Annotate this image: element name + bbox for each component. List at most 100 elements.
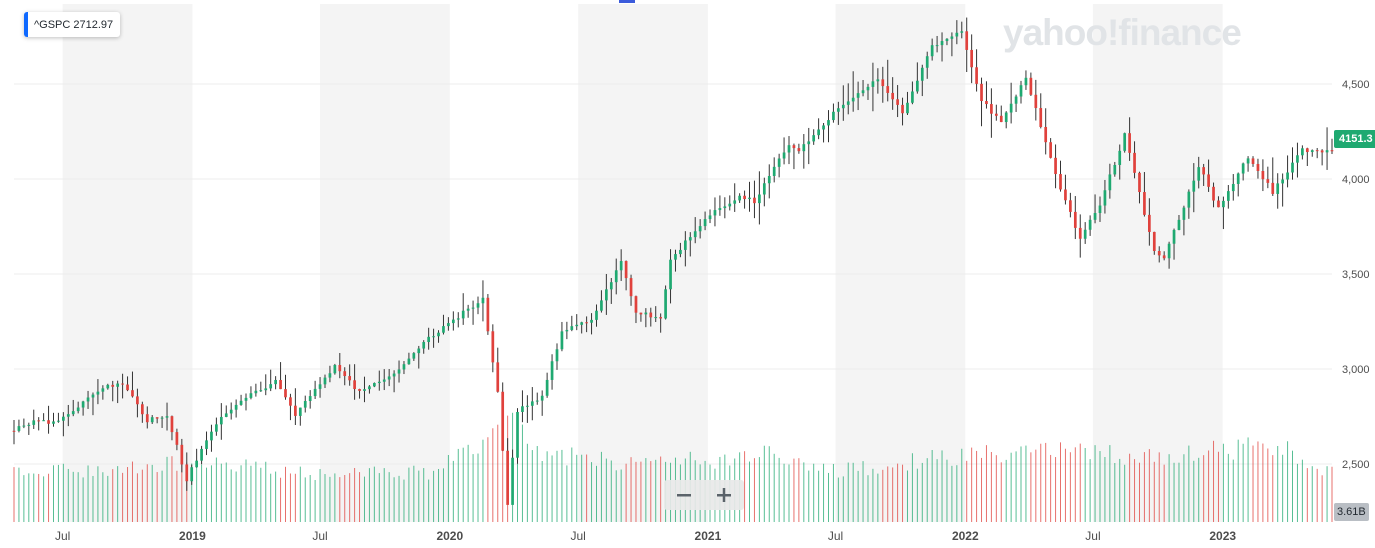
candle[interactable] [1246, 156, 1250, 172]
candle[interactable] [37, 417, 41, 431]
candle[interactable] [32, 409, 36, 430]
candle[interactable] [639, 312, 643, 322]
candle[interactable] [1034, 79, 1038, 121]
candle[interactable] [1286, 155, 1289, 188]
candle[interactable] [846, 83, 850, 115]
candle[interactable] [96, 379, 100, 405]
candle[interactable] [1315, 147, 1319, 159]
candle[interactable] [264, 374, 268, 396]
candle[interactable] [155, 417, 159, 424]
candle[interactable] [348, 364, 352, 386]
candle[interactable] [81, 400, 85, 416]
candle[interactable] [1266, 166, 1270, 189]
candle[interactable] [131, 371, 134, 398]
candle[interactable] [249, 386, 253, 400]
candle[interactable] [150, 415, 154, 424]
candle[interactable] [1261, 159, 1265, 192]
symbol-chip[interactable]: ^GSPC 2712.97 [24, 12, 121, 37]
candle[interactable] [743, 190, 746, 209]
candle[interactable] [289, 393, 292, 421]
candle[interactable] [1009, 82, 1013, 124]
candle[interactable] [136, 388, 139, 418]
candle[interactable] [22, 418, 26, 429]
candle[interactable] [1093, 194, 1097, 224]
candle[interactable] [1123, 132, 1127, 153]
candle[interactable] [382, 369, 386, 391]
candle[interactable] [121, 373, 124, 399]
candle[interactable] [66, 404, 70, 427]
candle[interactable] [422, 340, 426, 354]
candle[interactable] [476, 296, 480, 315]
candle[interactable] [1231, 174, 1235, 201]
candle[interactable] [930, 38, 934, 61]
candle[interactable] [920, 64, 924, 97]
candle[interactable] [363, 376, 366, 403]
candle[interactable] [12, 420, 16, 445]
candle[interactable] [940, 32, 944, 62]
candle[interactable] [387, 369, 391, 387]
candle[interactable] [530, 387, 534, 421]
candle[interactable] [802, 134, 806, 169]
candle[interactable] [27, 422, 31, 435]
candle[interactable] [994, 104, 998, 121]
candle[interactable] [822, 123, 825, 143]
candle[interactable] [1222, 196, 1225, 230]
candle[interactable] [437, 330, 440, 343]
candle[interactable] [1310, 149, 1314, 157]
candle[interactable] [713, 197, 717, 227]
candle[interactable] [585, 316, 588, 333]
candle[interactable] [442, 314, 445, 335]
candle[interactable] [1148, 198, 1151, 246]
candle[interactable] [1172, 228, 1176, 260]
candle[interactable] [377, 370, 381, 391]
candle[interactable] [1088, 215, 1092, 236]
candle[interactable] [160, 416, 164, 428]
candle[interactable] [62, 412, 65, 437]
zoom-out-button[interactable] [664, 480, 704, 510]
candle[interactable] [674, 249, 677, 272]
candle[interactable] [269, 369, 273, 392]
candle[interactable] [244, 393, 248, 411]
candle[interactable] [397, 360, 401, 383]
candle[interactable] [965, 17, 969, 73]
candle[interactable] [417, 345, 421, 369]
candle[interactable] [501, 382, 505, 452]
candle[interactable] [935, 35, 939, 53]
candle[interactable] [165, 402, 169, 431]
candle[interactable] [126, 376, 129, 392]
candle[interactable] [841, 85, 845, 121]
candle[interactable] [837, 101, 840, 125]
candle[interactable] [807, 127, 811, 165]
candle[interactable] [550, 354, 554, 390]
top-range-marker[interactable] [619, 0, 635, 3]
candle[interactable] [787, 136, 791, 165]
candle[interactable] [1083, 222, 1087, 244]
candle[interactable] [1212, 182, 1215, 208]
candle[interactable] [886, 59, 890, 102]
candle[interactable] [303, 395, 307, 413]
candle[interactable] [308, 390, 312, 409]
candle[interactable] [1133, 141, 1136, 179]
candle[interactable] [205, 431, 208, 456]
candle[interactable] [234, 399, 238, 418]
candle[interactable] [891, 77, 895, 110]
candle[interactable] [925, 51, 929, 79]
candle[interactable] [664, 285, 667, 320]
candle[interactable] [210, 424, 213, 452]
candle[interactable] [358, 388, 361, 399]
candle[interactable] [1098, 196, 1102, 222]
candle[interactable] [871, 62, 875, 112]
candle[interactable] [1152, 231, 1156, 255]
candle[interactable] [1069, 192, 1072, 218]
candle[interactable] [491, 324, 495, 373]
zoom-in-button[interactable] [704, 480, 744, 510]
candle[interactable] [866, 83, 870, 100]
candle[interactable] [284, 374, 287, 400]
candle[interactable] [698, 219, 702, 239]
candle[interactable] [71, 399, 75, 417]
candle[interactable] [590, 313, 593, 335]
candle[interactable] [412, 352, 416, 361]
candle[interactable] [560, 321, 564, 352]
candle[interactable] [180, 438, 184, 473]
